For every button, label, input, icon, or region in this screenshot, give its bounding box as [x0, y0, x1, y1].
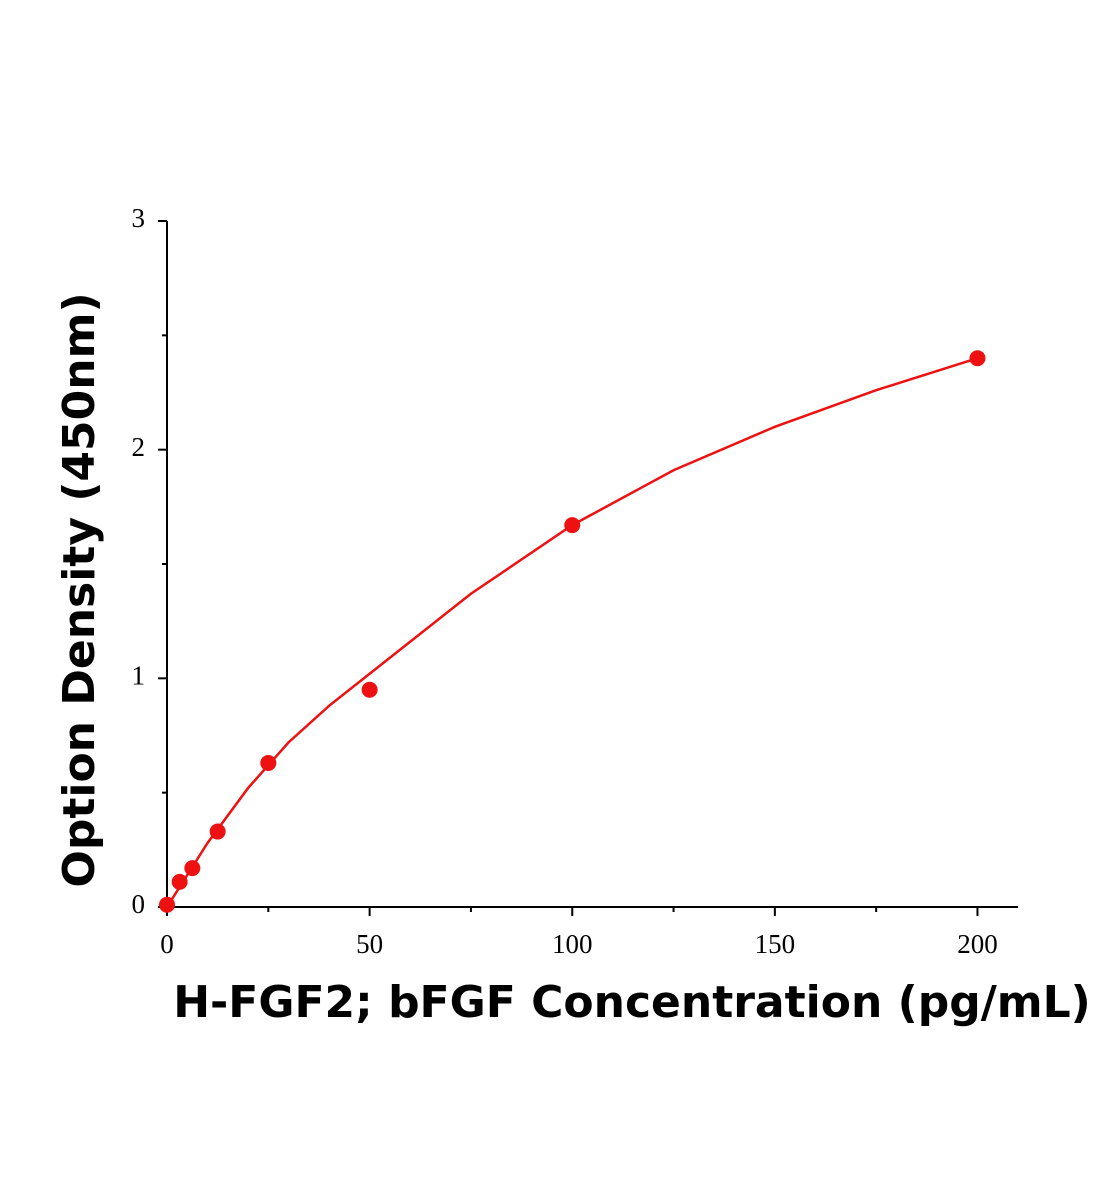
fit-curve: [165, 357, 978, 908]
x-axis-label: H-FGF2; bFGF Concentration (pg/mL): [173, 977, 1091, 1028]
data-point: [171, 873, 188, 890]
y-axis-label: Option Density (450nm): [54, 292, 105, 887]
x-tick-label: 200: [957, 929, 998, 959]
y-tick-label: 1: [132, 661, 146, 691]
data-point: [361, 681, 378, 698]
y-tick-label: 3: [132, 203, 146, 233]
x-tick-label: 50: [356, 929, 383, 959]
y-tick-label: 2: [132, 432, 146, 462]
x-tick-label: 0: [160, 929, 174, 959]
x-tick-label: 100: [552, 929, 593, 959]
x-tick-label: 150: [755, 929, 796, 959]
y-tick-label: 0: [132, 889, 146, 919]
